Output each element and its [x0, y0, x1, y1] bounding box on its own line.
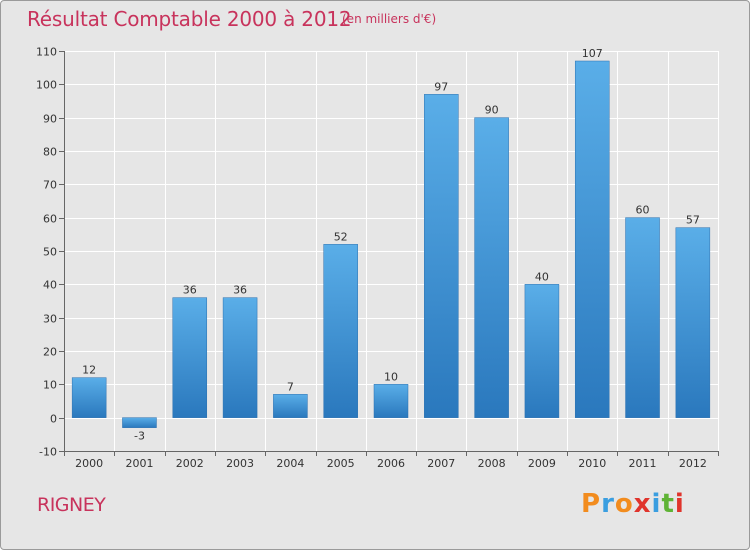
- bar-2012[interactable]: [675, 227, 711, 418]
- y-tick-label: 110: [36, 46, 57, 59]
- logo-letter: i: [674, 489, 685, 519]
- data-label: 36: [183, 284, 197, 297]
- bar-2007[interactable]: [424, 94, 459, 418]
- data-label: 40: [535, 270, 549, 283]
- logo-letter: P: [581, 489, 602, 519]
- data-label: 107: [582, 47, 603, 60]
- data-label: 10: [384, 370, 398, 383]
- x-tick-label: 2009: [528, 457, 556, 470]
- y-tick-label: 80: [43, 146, 57, 159]
- proxiti-logo[interactable]: Proxiti: [581, 489, 685, 519]
- bar-2004[interactable]: [273, 394, 308, 418]
- y-tick-label: 90: [43, 113, 57, 126]
- x-tick-label: 2008: [478, 457, 506, 470]
- bar-2008[interactable]: [474, 117, 509, 418]
- bar-2001[interactable]: [122, 417, 157, 428]
- y-tick-label: 20: [43, 346, 57, 359]
- y-tick-label: 60: [43, 213, 57, 226]
- bar-2000[interactable]: [71, 377, 107, 418]
- x-tick-label: 2012: [679, 457, 707, 470]
- x-tick-label: 2001: [125, 457, 153, 470]
- y-tick-label: 10: [43, 379, 57, 392]
- chart-subtitle: (en milliers d'€): [342, 12, 437, 26]
- x-tick-label: 2004: [276, 457, 304, 470]
- data-label: 7: [287, 380, 294, 393]
- data-label: 57: [686, 214, 700, 227]
- bars: [71, 60, 711, 428]
- data-label: 60: [636, 204, 650, 217]
- bar-2009[interactable]: [524, 284, 560, 418]
- data-label: -3: [134, 430, 145, 443]
- bar-2002[interactable]: [172, 297, 208, 418]
- data-label: 12: [82, 364, 96, 377]
- commune-name: RIGNEY: [37, 494, 106, 516]
- x-tick-label: 2005: [327, 457, 355, 470]
- x-tick-label: 2011: [629, 457, 657, 470]
- y-tick-label: 30: [43, 313, 57, 326]
- logo-letter: r: [601, 489, 615, 519]
- y-tick-label: 100: [36, 79, 57, 92]
- logo-letter: o: [614, 489, 634, 519]
- data-label: 36: [233, 284, 247, 297]
- x-tick-label: 2006: [377, 457, 405, 470]
- logo-letter: i: [651, 489, 662, 519]
- bar-2005[interactable]: [323, 244, 358, 418]
- y-tick-label: -10: [39, 446, 57, 459]
- x-tick-label: 2007: [427, 457, 455, 470]
- x-tick-label: 2002: [176, 457, 204, 470]
- bar-2010[interactable]: [574, 60, 610, 418]
- bar-2003[interactable]: [222, 297, 258, 418]
- logo-letter: t: [661, 489, 675, 519]
- axes: [59, 51, 719, 456]
- x-tick-label: 2003: [226, 457, 254, 470]
- y-tick-label: 50: [43, 246, 57, 259]
- chart-title: Résultat Comptable 2000 à 2012: [27, 7, 352, 31]
- y-tick-label: 70: [43, 179, 57, 192]
- bar-2006[interactable]: [373, 384, 409, 418]
- data-label: 52: [334, 230, 348, 243]
- labels: -10 0 10 20 30 40 50 60 70 80 90 100 110 12 2000 -3 2001…: [36, 46, 707, 471]
- y-tick-label: 0: [50, 413, 57, 426]
- y-tick-label: 40: [43, 279, 57, 292]
- x-tick-label: 2010: [578, 457, 606, 470]
- logo-letter: x: [633, 489, 652, 519]
- data-label: 90: [485, 104, 499, 117]
- bar-2011[interactable]: [625, 217, 660, 418]
- data-label: 97: [434, 80, 448, 93]
- x-tick-label: 2000: [75, 457, 103, 470]
